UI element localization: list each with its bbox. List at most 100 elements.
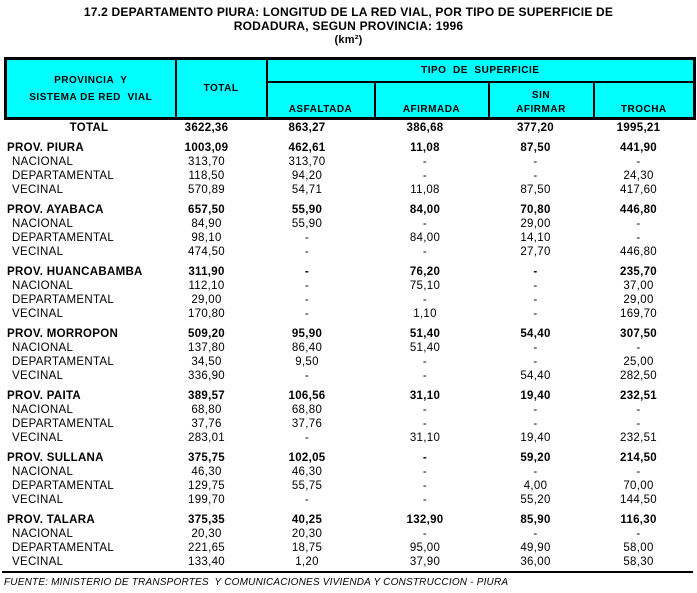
cell-trocha: 235,70	[620, 266, 657, 278]
cell-total: 129,75	[188, 480, 225, 492]
header-row-1: PROVINCIA Y SISTEMA DE RED VIAL TOTAL TI…	[4, 57, 696, 120]
table-row: DEPARTAMENTAL 98,10 - 84,00 14,10 -	[4, 231, 693, 245]
row-label: PROV. PAITA	[7, 390, 82, 402]
row-label: TOTAL	[69, 122, 109, 134]
cell-trocha: 116,30	[620, 514, 657, 526]
cell-sin-afirmar: 59,20	[520, 452, 551, 464]
cell-sin-afirmar: -	[533, 404, 538, 416]
cell-asfaltada: -	[304, 370, 310, 382]
cell-trocha: 446,80	[620, 204, 657, 216]
source-note: FUENTE: MINISTERIO DE TRANSPORTES Y COMU…	[4, 577, 509, 588]
cell-total: 313,70	[188, 156, 225, 168]
cell-asfaltada: 9,50	[295, 356, 319, 368]
cell-total: 118,50	[188, 170, 225, 182]
table-row: VECINAL 133,40 1,20 37,90 36,00 58,30	[4, 555, 693, 569]
cell-total: 133,40	[188, 556, 225, 568]
cell-afirmada: 75,10	[409, 280, 441, 292]
cell-sin-afirmar: 55,20	[520, 494, 551, 506]
table-row: NACIONAL 112,10 - 75,10 - 37,00	[4, 279, 693, 293]
cell-sin-afirmar: -	[533, 280, 538, 292]
cell-total: 283,01	[188, 432, 225, 444]
table-row: VECINAL 336,90 - - 54,40 282,50	[4, 369, 693, 383]
cell-afirmada: 1,10	[413, 308, 437, 320]
cell-afirmada: -	[422, 356, 428, 368]
cell-sin-afirmar: -	[533, 466, 538, 478]
cell-asfaltada: -	[304, 294, 310, 306]
cell-sin-afirmar: -	[533, 308, 538, 320]
cell-afirmada: -	[422, 404, 428, 416]
cell-sin-afirmar: -	[533, 356, 538, 368]
row-label: PROV. MORROPON	[7, 328, 119, 340]
cell-asfaltada: -	[304, 432, 310, 444]
cell-total: 389,57	[188, 390, 225, 402]
row-label: NACIONAL	[12, 404, 74, 416]
table-row: DEPARTAMENTAL 29,00 - - - 29,00	[4, 293, 693, 307]
row-label: NACIONAL	[12, 218, 74, 230]
cell-total: 3622,36	[184, 122, 229, 134]
cell-sin-afirmar: 54,40	[520, 370, 551, 382]
table-row: VECINAL 170,80 - 1,10 - 169,70	[4, 307, 693, 321]
cell-asfaltada: 94,20	[291, 170, 323, 182]
cell-total: 1003,09	[184, 142, 229, 154]
row-label: PROV. SULLANA	[7, 452, 104, 464]
cell-sin-afirmar: 19,40	[520, 390, 551, 402]
table-row: VECINAL 283,01 - 31,10 19,40 232,51	[4, 431, 693, 445]
cell-asfaltada: 55,90	[291, 218, 323, 230]
cell-trocha: -	[636, 404, 641, 416]
row-label: DEPARTAMENTAL	[12, 170, 115, 182]
cell-sin-afirmar: -	[533, 156, 538, 168]
table-row: VECINAL 474,50 - - 27,70 446,80	[4, 245, 693, 259]
cell-asfaltada: 102,05	[288, 452, 326, 464]
row-label: VECINAL	[12, 494, 64, 506]
cell-trocha: 214,50	[620, 452, 657, 464]
header-col-trocha: TROCHA	[592, 81, 696, 120]
cell-trocha: 70,00	[623, 480, 654, 492]
cell-afirmada: 31,10	[409, 390, 441, 402]
cell-sin-afirmar: -	[533, 418, 538, 430]
cell-total: 657,50	[188, 204, 225, 216]
cell-afirmada: -	[422, 246, 428, 258]
table-row: NACIONAL 84,90 55,90 - 29,00 -	[4, 217, 693, 231]
row-label: DEPARTAMENTAL	[12, 480, 115, 492]
cell-sin-afirmar: 29,00	[520, 218, 551, 230]
table-row: DEPARTAMENTAL 129,75 55,75 - 4,00 70,00	[4, 479, 693, 493]
header-col-afirmada: AFIRMADA	[373, 81, 490, 120]
cell-afirmada: 11,08	[410, 142, 440, 154]
cell-total: 37,76	[191, 418, 222, 430]
cell-afirmada: 132,90	[406, 514, 444, 526]
row-label: DEPARTAMENTAL	[12, 232, 115, 244]
table-header: PROVINCIA Y SISTEMA DE RED VIAL TOTAL TI…	[4, 57, 697, 120]
cell-afirmada: 386,68	[406, 122, 444, 134]
cell-afirmada: 11,08	[410, 184, 440, 196]
cell-sin-afirmar: -	[533, 170, 538, 182]
cell-asfaltada: -	[304, 266, 310, 278]
cell-trocha: 29,00	[623, 294, 654, 306]
row-label: VECINAL	[12, 432, 64, 444]
cell-asfaltada: 68,80	[291, 404, 323, 416]
cell-total: 375,75	[188, 452, 225, 464]
cell-trocha: 37,00	[623, 280, 654, 292]
header-total-cell: TOTAL	[174, 57, 268, 120]
cell-asfaltada: 1,20	[295, 556, 319, 568]
cell-asfaltada: 20,30	[291, 528, 323, 540]
row-label: NACIONAL	[12, 466, 74, 478]
cell-trocha: 441,90	[620, 142, 657, 154]
title-line2: RODADURA, SEGUN PROVINCIA: 1996	[233, 19, 464, 33]
cell-sin-afirmar: -	[533, 266, 538, 278]
cell-total: 375,35	[188, 514, 225, 526]
table-row: DEPARTAMENTAL 37,76 37,76 - - -	[4, 417, 693, 431]
cell-total: 199,70	[188, 494, 225, 506]
cell-sin-afirmar: 85,90	[520, 514, 551, 526]
table-row: VECINAL 199,70 - - 55,20 144,50	[4, 493, 693, 507]
cell-afirmada: -	[422, 218, 428, 230]
header-surface-group-cell: TIPO DE SUPERFICIE	[265, 57, 696, 83]
cell-sin-afirmar: 14,10	[520, 232, 551, 244]
cell-afirmada: 84,00	[409, 232, 441, 244]
cell-total: 98,10	[191, 232, 222, 244]
cell-sin-afirmar: -	[533, 528, 538, 540]
cell-afirmada: 51,40	[409, 342, 441, 354]
cell-asfaltada: 54,71	[291, 184, 323, 196]
table-row: NACIONAL 137,80 86,40 51,40 - -	[4, 341, 693, 355]
cell-total: 68,80	[191, 404, 222, 416]
